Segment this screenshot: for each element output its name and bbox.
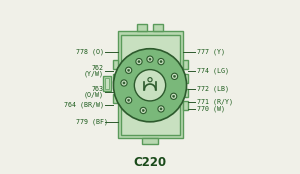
Circle shape [158, 58, 164, 65]
Circle shape [123, 82, 125, 84]
Circle shape [136, 58, 142, 65]
Text: 777 (Y): 777 (Y) [196, 49, 225, 56]
Circle shape [148, 78, 152, 82]
Circle shape [158, 106, 164, 112]
Circle shape [113, 49, 187, 122]
Text: 778 (O): 778 (O) [76, 49, 104, 56]
Bar [183, 89, 188, 97]
Bar [154, 24, 163, 31]
Text: 779 (BF): 779 (BF) [76, 119, 108, 125]
Text: 774 (LG): 774 (LG) [196, 68, 229, 74]
Bar [137, 24, 146, 31]
Bar [183, 74, 188, 83]
Text: C220: C220 [134, 156, 166, 169]
Bar [118, 31, 183, 138]
Text: 764 (BR/W): 764 (BR/W) [64, 101, 104, 108]
Bar [113, 60, 118, 69]
Circle shape [125, 67, 132, 73]
Text: 762: 762 [92, 65, 104, 71]
Bar [113, 74, 118, 83]
Circle shape [173, 75, 175, 77]
Text: 763: 763 [92, 86, 104, 92]
Text: (O/W): (O/W) [84, 91, 104, 98]
Text: 771 (R/Y): 771 (R/Y) [196, 99, 232, 105]
Circle shape [170, 93, 177, 99]
Bar [183, 101, 188, 110]
Circle shape [149, 58, 151, 60]
Circle shape [138, 61, 140, 63]
Circle shape [140, 107, 146, 114]
Circle shape [142, 109, 144, 112]
Bar [121, 35, 180, 135]
Text: (Y/W): (Y/W) [84, 70, 104, 77]
Circle shape [160, 108, 162, 110]
Bar [113, 94, 118, 103]
Bar [103, 76, 111, 91]
Circle shape [171, 73, 178, 80]
Circle shape [134, 70, 166, 101]
Text: 770 (W): 770 (W) [196, 105, 225, 112]
Circle shape [147, 56, 153, 62]
Circle shape [128, 69, 130, 71]
Bar [142, 138, 158, 144]
Text: 772 (LB): 772 (LB) [196, 85, 229, 92]
Circle shape [172, 95, 175, 97]
Bar [105, 78, 110, 89]
Circle shape [160, 61, 162, 63]
Circle shape [128, 99, 130, 101]
Circle shape [125, 97, 132, 103]
Bar [183, 60, 188, 69]
Circle shape [121, 80, 127, 86]
